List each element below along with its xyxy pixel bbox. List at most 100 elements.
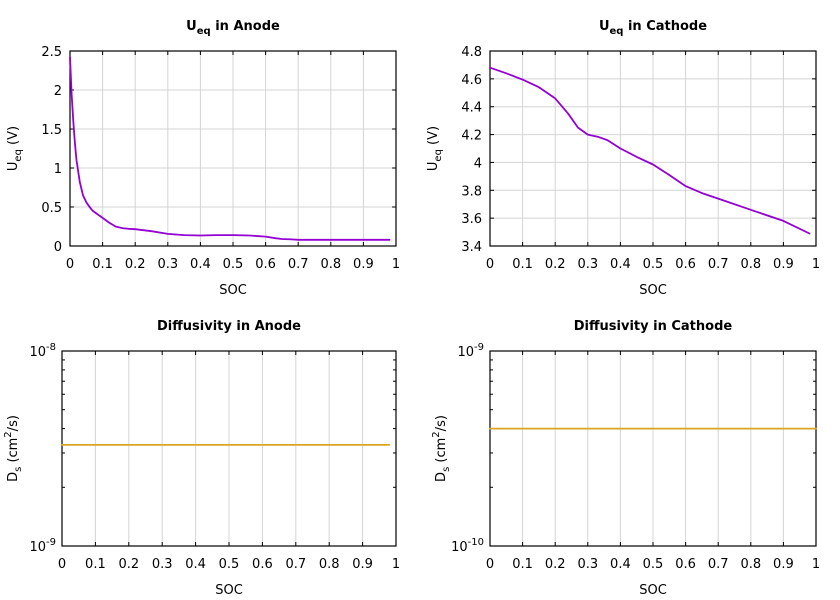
x-tick-label: 0.2 [125, 257, 146, 272]
x-tick-label: 0.8 [740, 257, 761, 272]
y-axis-label: Ds (cm2/s) [431, 415, 452, 482]
chart-panel-1: 0 0.1 0.2 0.3 0.4 0.5 0.6 0.7 0.8 0.9 1 0 0.5 1 1.5 2 2.… [6, 19, 400, 298]
chart-panel-4: 0 0.1 0.2 0.3 0.4 0.5 0.6 0.7 0.8 0.9 110-910-10Di… [431, 319, 820, 598]
y-label-main: U [426, 162, 441, 172]
y-label-mid: (cm [434, 438, 449, 467]
y-label-rest: (V) [6, 126, 21, 149]
chart-panel-2: 0 0.1 0.2 0.3 0.4 0.5 0.6 0.7 0.8 0.9 1 3.4 3.6 3.8 4 4… [426, 19, 820, 298]
x-tick-label: 0.1 [512, 257, 533, 272]
chart-title: Diffusivity in Anode [157, 319, 301, 334]
title-rest: in Anode [211, 19, 280, 34]
x-axis-label: SOC [219, 283, 247, 298]
x-axis-label: SOC [639, 283, 667, 298]
x-tick-label: 0.4 [610, 557, 631, 572]
y-label-subscript: s [13, 467, 24, 472]
series-line-1 [489, 66, 811, 235]
x-tick-label: 0 [486, 257, 494, 272]
y-label-subscript: eq [433, 149, 444, 162]
y-tick-exponent: -9 [46, 537, 56, 548]
x-tick-label: 0.9 [773, 257, 794, 272]
y-label-main: U [6, 162, 21, 172]
y-tick-label: 1.5 [41, 123, 62, 138]
title-main: U [599, 19, 610, 34]
x-tick-label: 0.2 [545, 257, 566, 272]
y-tick-label: 0.5 [41, 201, 62, 216]
y-tick-label: 3.6 [461, 212, 482, 227]
y-label-mid: (cm [6, 438, 21, 467]
x-tick-label: 0.1 [92, 257, 113, 272]
y-tick-exponent: -9 [474, 342, 484, 353]
grid-lines [489, 351, 817, 546]
x-tick-label: 0.7 [285, 557, 306, 572]
y-axis-label: Ueq (V) [426, 126, 444, 171]
title-rest: in Cathode [623, 19, 707, 34]
y-tick-label: 3.4 [461, 240, 482, 255]
x-tick-label: 0.4 [185, 557, 206, 572]
y-tick-label: 4 [474, 156, 482, 171]
y-tick-exponent: -8 [46, 342, 56, 353]
y-tick-base: 10 [451, 540, 468, 555]
y-tick-label: 4.6 [461, 73, 482, 88]
x-tick-label: 0.5 [219, 557, 240, 572]
x-tick-label: 0.1 [85, 557, 106, 572]
x-tick-label: 0.3 [152, 557, 173, 572]
y-tick-label-top: 10-9 [457, 342, 484, 360]
y-tick-label: 2 [54, 84, 62, 99]
x-tick-label: 0.9 [352, 557, 373, 572]
grid-lines [69, 50, 397, 247]
x-tick-label: 0.6 [675, 557, 696, 572]
y-label-main: D [434, 472, 449, 482]
x-tick-label: 1 [392, 257, 400, 272]
y-tick-exponent: -10 [468, 537, 484, 548]
y-tick-label: 2.5 [41, 45, 62, 60]
x-tick-label: 0.8 [320, 257, 341, 272]
y-label-superscript: 2 [431, 431, 442, 437]
y-tick-label: 3.8 [461, 184, 482, 199]
x-tick-label: 1 [392, 557, 400, 572]
x-tick-label: 0.3 [157, 257, 178, 272]
y-tick-label: 4.4 [461, 101, 482, 116]
chart-title: Diffusivity in Cathode [574, 319, 733, 334]
y-tick-label: 1 [54, 162, 62, 177]
y-label-rest: (V) [426, 126, 441, 149]
y-tick-base: 10 [29, 540, 46, 555]
x-tick-label: 0.7 [708, 557, 729, 572]
x-tick-label: 0 [486, 557, 494, 572]
y-tick-base: 10 [457, 345, 474, 360]
y-tick-label-top: 10-8 [29, 342, 56, 360]
title-main: U [186, 19, 197, 34]
x-tick-label: 0.7 [708, 257, 729, 272]
y-axis-label: Ueq (V) [6, 126, 24, 171]
x-tick-label: 0.4 [190, 257, 211, 272]
x-axis-label: SOC [215, 583, 243, 598]
x-tick-label: 0.9 [353, 257, 374, 272]
x-tick-label: 0.4 [610, 257, 631, 272]
x-tick-label: 0.6 [255, 257, 276, 272]
y-tick-label-bottom: 10-9 [29, 537, 56, 555]
y-label-superscript: 2 [3, 431, 14, 437]
x-tick-label: 0.2 [118, 557, 139, 572]
x-tick-label: 0 [58, 557, 66, 572]
x-tick-label: 0.5 [643, 257, 664, 272]
x-tick-label: 0 [66, 257, 74, 272]
x-tick-label: 0.3 [577, 257, 598, 272]
y-label-rest: /s) [6, 415, 21, 431]
x-tick-label: 0.5 [643, 557, 664, 572]
y-axis-label: Ds (cm2/s) [3, 415, 24, 482]
x-tick-label: 1 [812, 557, 820, 572]
x-tick-label: 0.3 [577, 557, 598, 572]
x-tick-label: 0.8 [319, 557, 340, 572]
title-subscript: eq [197, 26, 211, 37]
x-tick-label: 0.8 [740, 557, 761, 572]
x-tick-label: 0.7 [288, 257, 309, 272]
grid-lines [489, 50, 817, 247]
x-tick-label: 0.6 [252, 557, 273, 572]
x-tick-label: 0.2 [545, 557, 566, 572]
x-tick-label: 0.1 [512, 557, 533, 572]
series-line-1 [69, 56, 391, 241]
y-tick-label: 0 [54, 240, 62, 255]
y-label-subscript: s [441, 467, 452, 472]
title-subscript: eq [610, 26, 624, 37]
y-label-main: D [6, 472, 21, 482]
